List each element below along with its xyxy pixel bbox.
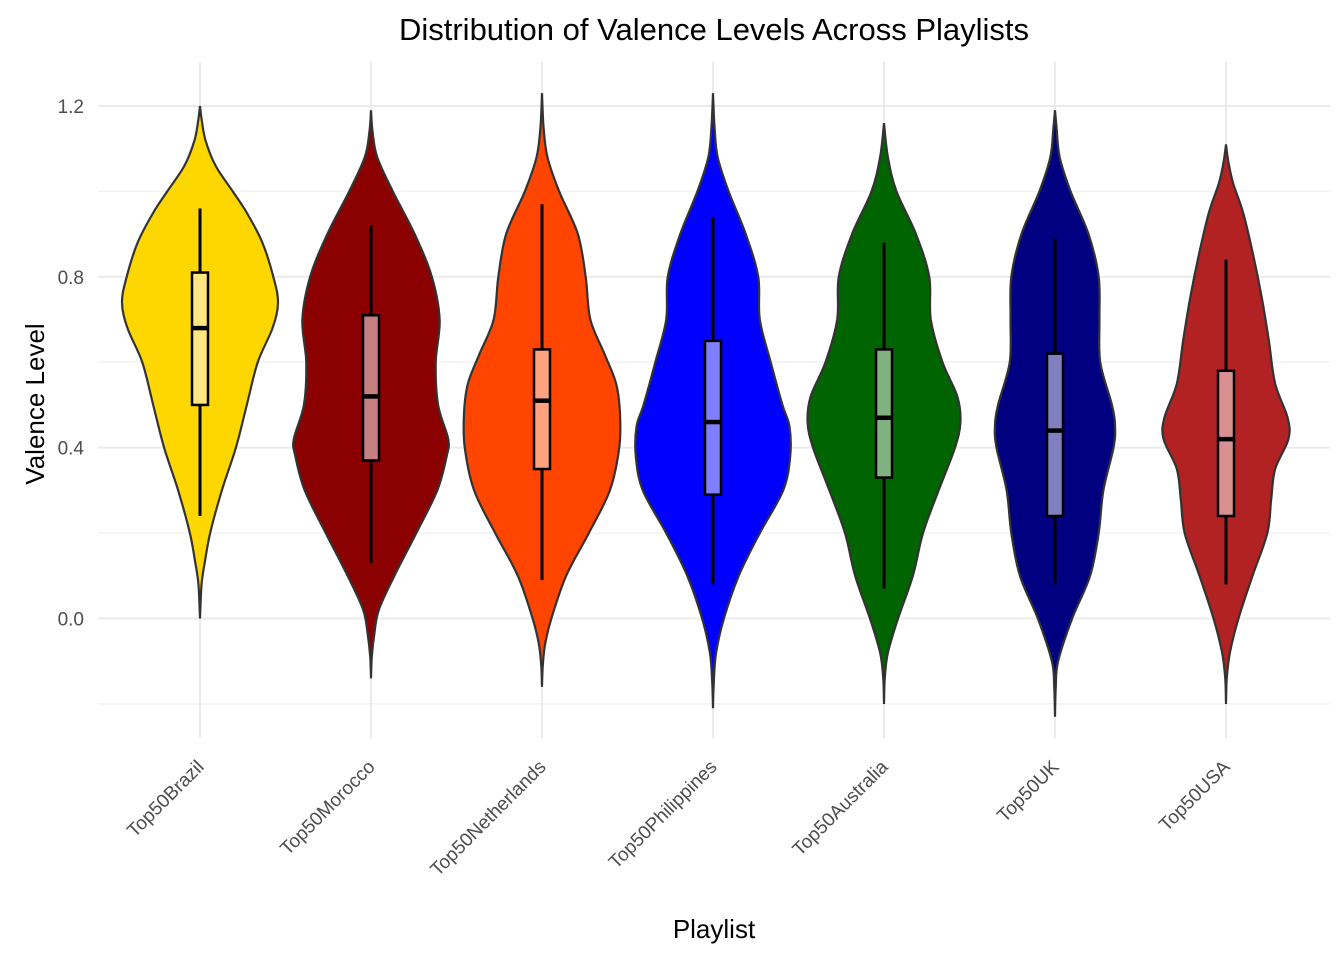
- box-top50brazil: [190, 271, 210, 407]
- chart-title: Distribution of Valence Levels Across Pl…: [399, 12, 1029, 47]
- x-tick-label: Top50UK: [993, 756, 1063, 826]
- x-tick-label: Top50Netherlands: [427, 757, 551, 881]
- box-top50uk: [1045, 352, 1065, 518]
- y-tick-label: 0.0: [58, 610, 84, 631]
- y-tick-label: 0.8: [58, 268, 84, 289]
- box-top50netherlands: [532, 348, 552, 471]
- box-top50australia: [874, 348, 894, 479]
- y-tick-label: 1.2: [58, 97, 84, 118]
- x-tick-label: Top50Australia: [789, 756, 893, 860]
- box-layer: [190, 204, 1236, 589]
- x-tick-label: Top50Brazil: [123, 757, 208, 842]
- y-axis-title: Valence Level: [20, 323, 50, 484]
- box-top50usa: [1216, 369, 1236, 518]
- box-top50philippines: [703, 339, 723, 496]
- x-tick-label: Top50USA: [1155, 756, 1234, 835]
- x-tick-label: Top50Philippines: [605, 757, 721, 873]
- y-tick-label: 0.4: [58, 439, 85, 460]
- x-tick-label: Top50Morocco: [277, 757, 380, 860]
- x-axis-title: Playlist: [673, 914, 756, 944]
- box-top50morocco: [361, 314, 381, 462]
